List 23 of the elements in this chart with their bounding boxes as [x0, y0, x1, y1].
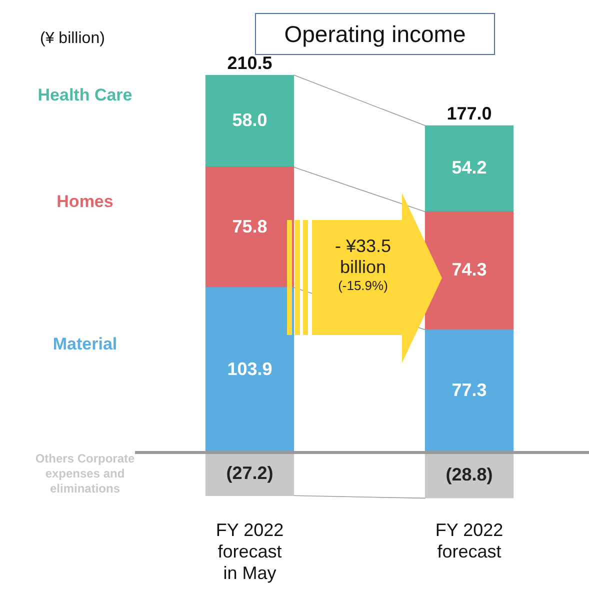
chart-title: Operating income	[284, 21, 466, 47]
data-label: 58.0	[232, 110, 268, 130]
bar	[205, 287, 294, 453]
x-tick-label: FY 2022 forecast in May	[216, 520, 284, 584]
data-label: 74.3	[452, 260, 487, 280]
data-label: 54.2	[452, 158, 487, 178]
bar	[205, 75, 294, 168]
text: Health Care	[38, 86, 132, 105]
bar	[424, 329, 514, 453]
text: (¥ billion)	[40, 30, 105, 48]
data-label: (28.8)	[446, 464, 493, 484]
data-label: 77.3	[452, 380, 487, 400]
total-label: 177.0	[446, 104, 492, 124]
data-label: (27.2)	[226, 463, 274, 484]
total-label: 210.5	[227, 52, 272, 73]
data-label: 75.8	[232, 216, 268, 236]
annotation: (-15.9%)	[337, 278, 389, 293]
data-label: 103.9	[227, 358, 272, 379]
bar	[424, 125, 514, 212]
text: Homes	[56, 192, 114, 211]
x-tick-label: FY 2022 forecast	[435, 520, 504, 562]
annotation: - ¥33.5 billion	[334, 236, 392, 278]
text: Material	[52, 334, 118, 354]
